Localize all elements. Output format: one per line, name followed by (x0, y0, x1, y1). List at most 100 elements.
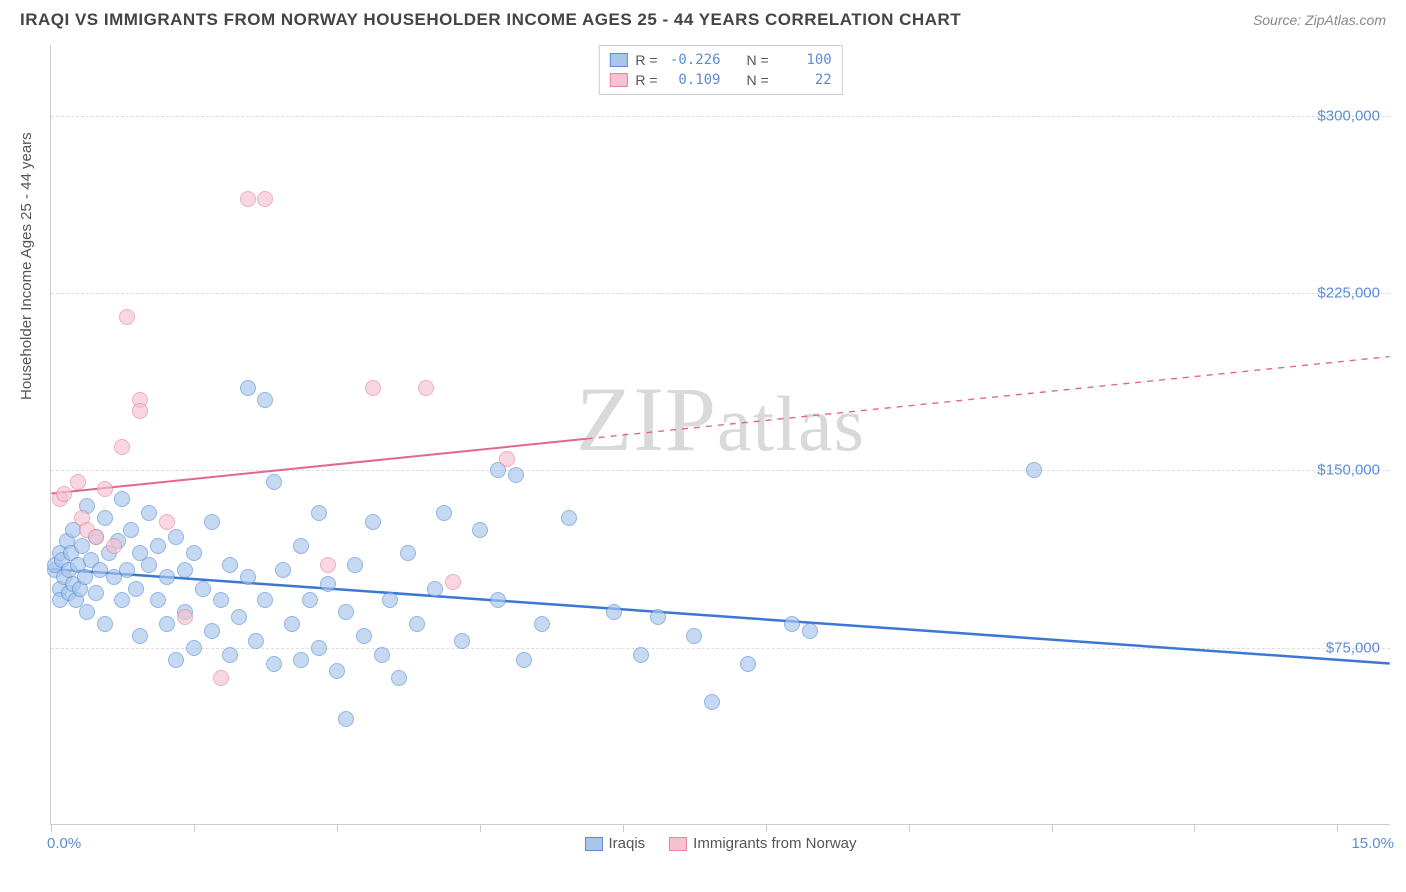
legend-swatch-series-0 (584, 837, 602, 851)
data-point (338, 711, 354, 727)
y-tick-label: $75,000 (1326, 639, 1380, 656)
x-tick (480, 824, 481, 832)
data-point (320, 557, 336, 573)
data-point (454, 633, 470, 649)
n-value-series-1: 22 (777, 72, 832, 88)
data-point (195, 581, 211, 597)
data-point (320, 576, 336, 592)
legend-item-series-0: Iraqis (584, 835, 645, 852)
legend-swatch-series-1 (609, 73, 627, 87)
watermark: ZIPatlas (576, 366, 865, 472)
y-tick-label: $150,000 (1317, 462, 1380, 479)
data-point (293, 538, 309, 554)
gridline (51, 293, 1390, 294)
data-point (240, 380, 256, 396)
data-point (204, 623, 220, 639)
data-point (561, 510, 577, 526)
legend-label-series-0: Iraqis (608, 835, 645, 852)
x-tick (766, 824, 767, 832)
data-point (347, 557, 363, 573)
data-point (128, 581, 144, 597)
data-point (311, 640, 327, 656)
chart-title: IRAQI VS IMMIGRANTS FROM NORWAY HOUSEHOL… (20, 10, 961, 30)
data-point (382, 592, 398, 608)
data-point (365, 380, 381, 396)
data-point (516, 652, 532, 668)
data-point (141, 557, 157, 573)
data-point (356, 628, 372, 644)
trendline-extrapolated (587, 357, 1390, 439)
data-point (70, 474, 86, 490)
data-point (686, 628, 702, 644)
data-point (56, 486, 72, 502)
data-point (534, 616, 550, 632)
gridline (51, 648, 1390, 649)
data-point (329, 663, 345, 679)
data-point (275, 562, 291, 578)
data-point (159, 514, 175, 530)
data-point (365, 514, 381, 530)
data-point (119, 562, 135, 578)
data-point (784, 616, 800, 632)
r-label: R = (635, 72, 657, 88)
data-point (132, 403, 148, 419)
data-point (257, 191, 273, 207)
x-tick (51, 824, 52, 832)
data-point (77, 569, 93, 585)
data-point (740, 656, 756, 672)
x-tick (1194, 824, 1195, 832)
data-point (150, 538, 166, 554)
data-point (409, 616, 425, 632)
data-point (472, 522, 488, 538)
data-point (257, 392, 273, 408)
data-point (606, 604, 622, 620)
data-point (436, 505, 452, 521)
data-point (802, 623, 818, 639)
data-point (338, 604, 354, 620)
data-point (88, 585, 104, 601)
y-axis-label: Householder Income Ages 25 - 44 years (18, 132, 35, 400)
data-point (186, 640, 202, 656)
y-tick-label: $300,000 (1317, 107, 1380, 124)
data-point (508, 467, 524, 483)
n-label: N = (747, 52, 769, 68)
data-point (123, 522, 139, 538)
r-value-series-1: 0.109 (666, 72, 721, 88)
n-value-series-0: 100 (777, 52, 832, 68)
x-tick (194, 824, 195, 832)
data-point (177, 562, 193, 578)
data-point (374, 647, 390, 663)
data-point (240, 191, 256, 207)
x-tick (623, 824, 624, 832)
data-point (119, 309, 135, 325)
y-tick-label: $225,000 (1317, 285, 1380, 302)
data-point (231, 609, 247, 625)
source-attribution: Source: ZipAtlas.com (1253, 12, 1386, 28)
data-point (248, 633, 264, 649)
data-point (88, 529, 104, 545)
data-point (97, 481, 113, 497)
data-point (177, 609, 193, 625)
data-point (114, 491, 130, 507)
data-point (266, 474, 282, 490)
correlation-legend: R = -0.226 N = 100 R = 0.109 N = 22 (598, 45, 842, 95)
data-point (114, 592, 130, 608)
legend-row-series-0: R = -0.226 N = 100 (609, 50, 831, 70)
data-point (293, 652, 309, 668)
data-point (150, 592, 166, 608)
legend-row-series-1: R = 0.109 N = 22 (609, 70, 831, 90)
data-point (650, 609, 666, 625)
data-point (114, 439, 130, 455)
n-label: N = (747, 72, 769, 88)
data-point (704, 694, 720, 710)
data-point (106, 538, 122, 554)
legend-swatch-series-1 (669, 837, 687, 851)
data-point (97, 510, 113, 526)
x-axis-start-label: 0.0% (47, 835, 81, 852)
x-tick (1052, 824, 1053, 832)
r-label: R = (635, 52, 657, 68)
data-point (266, 656, 282, 672)
legend-swatch-series-0 (609, 53, 627, 67)
data-point (302, 592, 318, 608)
gridline (51, 470, 1390, 471)
